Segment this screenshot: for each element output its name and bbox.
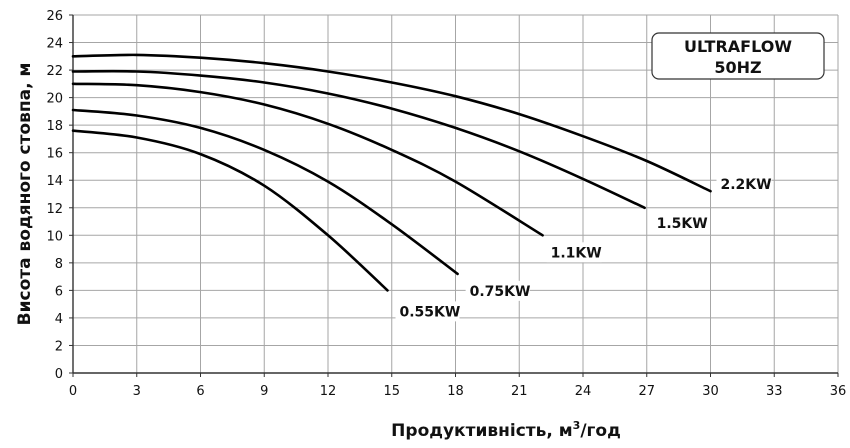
x-tick-label: 24 — [575, 384, 592, 399]
axes — [69, 14, 839, 377]
tick-labels: 0 3 6 9 12 15 18 21 24 27 30 33 36024681012141618202… — [46, 9, 846, 399]
x-axis-title-tail: /год — [580, 421, 621, 441]
x-tick-label: 30 — [702, 384, 719, 399]
x-tick-label: 15 — [383, 384, 400, 399]
series-label: 2.2KW — [721, 177, 772, 193]
y-tick-label: 2 — [55, 339, 63, 354]
y-tick-label: 20 — [46, 92, 63, 107]
series-line — [71, 82, 544, 237]
series-label-bg — [652, 212, 708, 233]
y-tick-label: 8 — [55, 257, 63, 272]
x-tick-label: 6 — [196, 384, 204, 399]
x-tick-label: 36 — [830, 384, 847, 399]
series-labels: 0.55KW 0.75KW 1.1KW 1.5KW 2.2KW — [395, 174, 772, 322]
x-tick-label: 18 — [447, 384, 464, 399]
x-tick-label: 0 — [69, 384, 77, 399]
y-tick-label: 18 — [46, 119, 63, 134]
series-label: 1.1KW — [551, 245, 602, 261]
series-curves — [71, 53, 712, 292]
x-tick-label: 27 — [638, 384, 655, 399]
badge-box — [651, 32, 825, 80]
series-label-bg — [716, 174, 772, 195]
y-tick-label: 10 — [46, 229, 63, 244]
series-label-bg — [546, 242, 602, 263]
ultraflow-badge: ULTRAFLOW 50HZ — [651, 32, 825, 80]
series-line — [71, 108, 459, 276]
y-tick-label: 26 — [46, 9, 63, 24]
y-tick-label: 0 — [55, 367, 63, 382]
series-label-bg — [395, 301, 460, 322]
grid — [73, 14, 839, 373]
y-tick-label: 6 — [55, 284, 63, 299]
series-label: 1.5KW — [657, 216, 708, 232]
y-tick-label: 24 — [46, 37, 63, 52]
x-tick-label: 33 — [766, 384, 783, 399]
badge-line-1: ULTRAFLOW — [684, 37, 792, 56]
series-label-bg — [465, 280, 530, 301]
x-axis-title: Продуктивність, м3/год — [391, 419, 621, 441]
x-axis-title-superscript: 3 — [573, 419, 581, 432]
y-tick-label: 22 — [46, 64, 63, 79]
x-tick-label: 12 — [320, 384, 337, 399]
y-tick-label: 12 — [46, 202, 63, 217]
series-label: 0.55KW — [400, 304, 461, 320]
y-tick-label: 4 — [55, 312, 63, 327]
badge-line-2: 50HZ — [714, 58, 761, 77]
x-tick-label: 21 — [511, 384, 528, 399]
x-tick-label: 9 — [260, 384, 268, 399]
series-line — [71, 69, 646, 210]
y-axis-title: Висота водяного стовпа, м — [15, 63, 35, 326]
y-tick-label: 16 — [46, 147, 63, 162]
x-axis-title-main: Продуктивність, м — [391, 421, 572, 441]
series-line — [71, 53, 712, 193]
series-label: 0.75KW — [470, 284, 531, 300]
series-line — [71, 129, 389, 292]
y-tick-label: 14 — [46, 174, 63, 189]
x-tick-label: 3 — [133, 384, 141, 399]
